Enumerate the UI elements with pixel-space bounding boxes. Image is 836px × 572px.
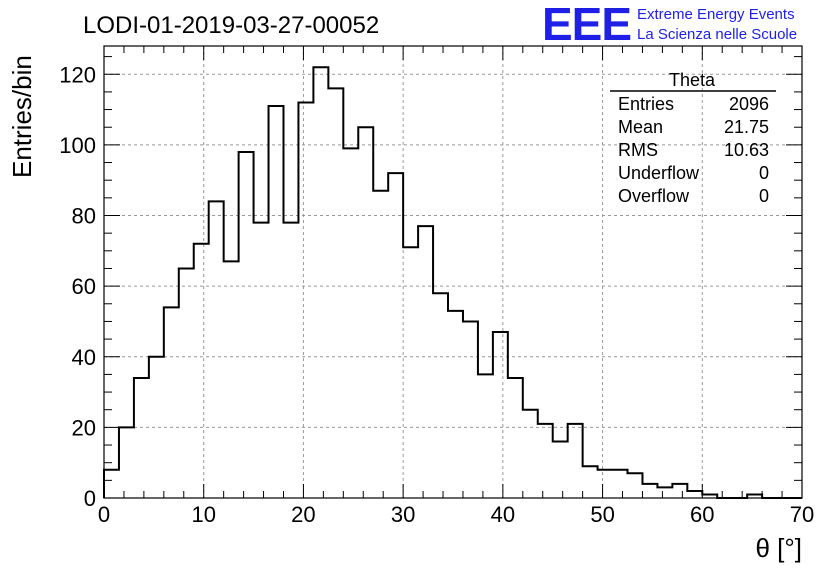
stats-row-value: 21.75 bbox=[724, 117, 769, 137]
y-tick-label: 100 bbox=[59, 133, 96, 158]
histogram-series bbox=[103, 66, 802, 499]
y-tick-label: 40 bbox=[72, 345, 96, 370]
x-tick-label: 50 bbox=[590, 502, 614, 527]
stats-row-value: 10.63 bbox=[724, 140, 769, 160]
y-tick-label: 80 bbox=[72, 204, 96, 229]
plot-frame bbox=[103, 45, 803, 499]
y-tick-label: 20 bbox=[72, 415, 96, 440]
x-axis-label: θ [°] bbox=[755, 533, 802, 563]
stats-row-label: RMS bbox=[618, 140, 658, 160]
stats-row-label: Mean bbox=[618, 117, 663, 137]
x-tick-label: 0 bbox=[98, 502, 110, 527]
y-tick-label: 120 bbox=[59, 62, 96, 87]
stats-row-value: 0 bbox=[759, 163, 769, 183]
logo-line-2: La Scienza nelle Scuole bbox=[637, 26, 797, 43]
x-tick-label: 30 bbox=[391, 502, 415, 527]
x-tick-label: 70 bbox=[790, 502, 814, 527]
y-tick-label: 0 bbox=[84, 486, 96, 511]
x-tick-label: 60 bbox=[690, 502, 714, 527]
grid-lines bbox=[104, 46, 802, 498]
stats-row-value: 2096 bbox=[729, 94, 769, 114]
chart-title: LODI-01-2019-03-27-00052 bbox=[83, 12, 379, 39]
stats-row-label: Underflow bbox=[618, 163, 700, 183]
eee-logo: EEE Extreme Energy Events La Scienza nel… bbox=[542, 0, 797, 50]
tick-labels: 0 10 20 30 40 50 60 70 0 20 40 60 80 100 120 bbox=[59, 62, 814, 527]
y-tick-label: 60 bbox=[72, 274, 96, 299]
logo-letters: EEE bbox=[542, 0, 631, 50]
logo-line-1: Extreme Energy Events bbox=[637, 6, 795, 23]
stats-row-value: 0 bbox=[759, 186, 769, 206]
stats-row-label: Entries bbox=[618, 94, 674, 114]
axis-ticks bbox=[103, 46, 803, 499]
stats-rows: Entries 2096 Mean 21.75 RMS 10.63 Underflow 0 Ov… bbox=[618, 94, 769, 206]
y-axis-label: Entries/bin bbox=[7, 55, 37, 178]
x-tick-label: 40 bbox=[491, 502, 515, 527]
x-tick-label: 10 bbox=[191, 502, 215, 527]
stats-row-label: Overflow bbox=[618, 186, 690, 206]
stats-title: Theta bbox=[669, 70, 716, 90]
stats-box: Theta Entries 2096 Mean 21.75 RMS 10.63 Underf… bbox=[610, 70, 776, 206]
x-tick-label: 20 bbox=[291, 502, 315, 527]
